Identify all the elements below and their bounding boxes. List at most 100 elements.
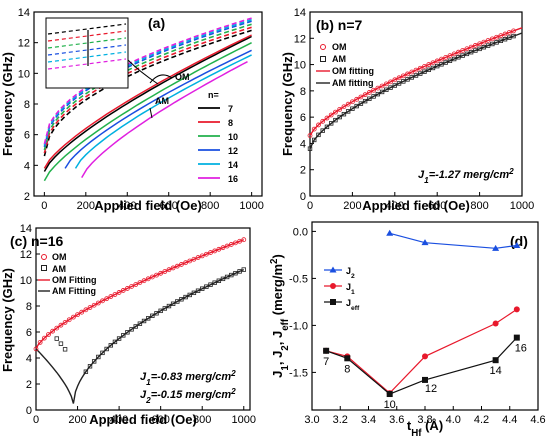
- x-tick-label: 3.0: [304, 414, 319, 426]
- om-point: [70, 314, 76, 320]
- plot-frame: [35, 227, 251, 411]
- om-point: [409, 69, 415, 75]
- om-point: [241, 237, 247, 243]
- y-tick-label: 8: [26, 301, 32, 313]
- x-tick-label: 3.8: [417, 414, 432, 426]
- om-point: [220, 245, 226, 251]
- y-tick-label: 10: [294, 60, 306, 72]
- om-point: [33, 346, 39, 352]
- am-point: [175, 299, 180, 304]
- am-point: [320, 128, 325, 133]
- Jeff-marker: [386, 391, 393, 398]
- om-point: [91, 302, 97, 308]
- om-point: [400, 73, 406, 79]
- om-point: [75, 312, 80, 318]
- inset-line-n14: [47, 51, 127, 63]
- y-tick-label: -1.0: [289, 320, 308, 332]
- am-point: [91, 359, 97, 364]
- am-point: [204, 284, 209, 289]
- inset-line-n16: [47, 58, 127, 70]
- am-point: [354, 103, 359, 109]
- am-line-n10: [43, 42, 252, 182]
- am-point: [216, 278, 222, 283]
- J2-marker: [492, 244, 500, 251]
- am-point: [333, 117, 338, 123]
- om-point: [174, 263, 180, 269]
- om-point: [195, 255, 201, 260]
- om-point: [158, 270, 164, 276]
- x-tick-label: 800: [201, 200, 219, 212]
- am-point: [125, 330, 130, 335]
- legend-am-fit: AM fitting: [332, 78, 373, 88]
- y-tick-label: 4: [26, 353, 32, 365]
- am-point: [418, 71, 423, 76]
- am-point: [388, 85, 393, 90]
- am-point: [345, 109, 351, 114]
- J2-marker: [421, 239, 429, 246]
- am-label: AM: [155, 96, 169, 106]
- am-point: [137, 321, 143, 326]
- J2-marker: [386, 229, 394, 236]
- am-point: [129, 327, 134, 332]
- om-point: [481, 39, 487, 45]
- point-label: 8: [344, 363, 350, 375]
- om-point: [145, 276, 151, 282]
- y-tick-label: 12: [18, 38, 30, 50]
- legend-om-marker: [41, 254, 47, 260]
- am-point: [220, 276, 226, 282]
- om-point: [451, 51, 457, 57]
- om-point: [58, 322, 64, 328]
- x-tick-label: 400: [110, 414, 128, 426]
- om-point: [430, 60, 436, 66]
- om-point: [333, 109, 338, 115]
- om-point: [324, 115, 330, 121]
- am-point: [237, 269, 242, 274]
- J1-line: [325, 308, 518, 394]
- om-point: [405, 71, 410, 77]
- om-point: [41, 335, 47, 341]
- annotation-j2: J2=-0.15 merg/cm2: [140, 387, 236, 405]
- am-point: [183, 294, 188, 300]
- am-point: [187, 292, 192, 298]
- am-point: [413, 73, 419, 78]
- om-point: [439, 56, 444, 62]
- y-axis-label: J1, J2, Jeff (merg/m2): [269, 254, 291, 378]
- y-tick-label: 12: [294, 33, 306, 45]
- am-fit-line: [309, 32, 523, 150]
- om-point: [50, 328, 56, 334]
- am-point: [375, 91, 381, 97]
- om-line-n16: [43, 17, 252, 145]
- om-point: [100, 298, 105, 304]
- y-tick-label: 12: [20, 249, 32, 261]
- am-point: [401, 79, 406, 84]
- am-point: [162, 306, 168, 311]
- x-axis-label: Applied field (Oe): [94, 198, 202, 213]
- x-tick-label: 4.4: [502, 414, 517, 426]
- am-point: [195, 288, 201, 293]
- am-point: [116, 336, 122, 341]
- om-point: [422, 63, 427, 69]
- om-point: [472, 43, 478, 48]
- legend-om: OM: [332, 42, 347, 52]
- am-point: [358, 101, 364, 106]
- om-point: [358, 94, 364, 100]
- om-point: [349, 99, 355, 105]
- om-point: [468, 44, 474, 50]
- om-line-n7: [43, 29, 252, 157]
- om-point: [341, 104, 347, 110]
- y-tick-label: 6: [26, 327, 32, 339]
- y-tick-label: 4: [24, 160, 30, 172]
- panel-label: (a): [148, 15, 165, 31]
- y-tick-label: 2: [300, 165, 306, 177]
- x-tick-label: 600: [160, 200, 178, 212]
- om-point: [79, 309, 85, 315]
- am-point: [392, 83, 397, 88]
- om-point: [311, 126, 317, 132]
- legend-marker-J2: [329, 266, 337, 273]
- annotation-j1: J1=-1.27 merg/cm2: [418, 167, 514, 185]
- om-point: [87, 305, 93, 310]
- y-tick-label: 8: [24, 99, 30, 111]
- om-point: [166, 267, 172, 273]
- om-point: [208, 250, 213, 255]
- om-point: [237, 238, 243, 244]
